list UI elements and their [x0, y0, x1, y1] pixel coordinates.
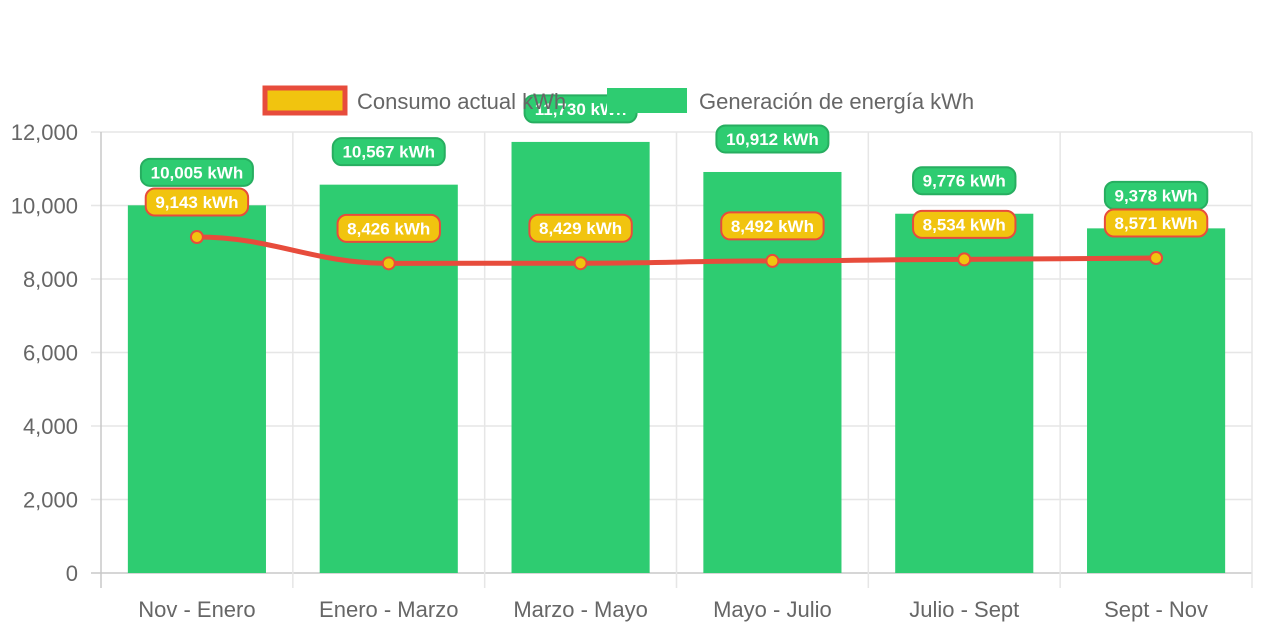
label-consumo: 8,534 kWh [912, 209, 1017, 239]
legend-swatch-generacion [607, 88, 687, 113]
label-generacion: 10,005 kWh [139, 157, 254, 187]
label-generacion-box [331, 137, 446, 167]
point-consumo[interactable] [1149, 251, 1164, 266]
label-generacion-text: 10,567 kWh [342, 143, 435, 162]
label-generacion: 9,776 kWh [912, 166, 1017, 196]
x-tick-label: Enero - Marzo [319, 597, 458, 622]
bar-generacion[interactable] [319, 184, 458, 573]
label-consumo-box [336, 213, 441, 243]
legend-swatch-consumo [262, 85, 348, 116]
label-consumo-box [720, 211, 825, 241]
y-tick-label: 4,000 [23, 414, 78, 439]
y-tick-label: 8,000 [23, 267, 78, 292]
point-consumo[interactable] [189, 229, 204, 244]
label-consumo-box [528, 213, 633, 243]
bar-generacion[interactable] [127, 205, 266, 573]
label-consumo-box [144, 187, 250, 217]
bar-series [127, 141, 1226, 574]
label-consumo-text: 8,492 kWh [731, 217, 814, 236]
label-consumo-text: 8,571 kWh [1115, 214, 1198, 233]
legend-item-consumo[interactable]: Consumo actual kWh [262, 85, 566, 116]
x-tick-label: Julio - Sept [909, 597, 1019, 622]
point-consumo[interactable] [381, 256, 396, 271]
legend-label-generacion: Generación de energía kWh [699, 89, 974, 114]
x-tick-label: Marzo - Mayo [513, 597, 647, 622]
label-consumo: 9,143 kWh [144, 187, 250, 217]
legend[interactable]: Consumo actual kWh Generación de energía… [262, 85, 974, 116]
y-tick-label: 0 [66, 561, 78, 586]
label-generacion-box [912, 166, 1017, 196]
point-consumo[interactable] [957, 252, 972, 267]
label-generacion-text: 10,005 kWh [151, 163, 244, 182]
point-consumo[interactable] [765, 253, 780, 268]
label-consumo-text: 8,426 kWh [347, 219, 430, 238]
y-tick-label: 12,000 [11, 120, 78, 145]
y-tick-label: 6,000 [23, 341, 78, 366]
point-consumo[interactable] [573, 256, 588, 271]
label-generacion: 9,378 kWh [1103, 180, 1209, 210]
line-series [189, 229, 1164, 271]
label-consumo: 8,571 kWh [1103, 208, 1209, 238]
legend-item-generacion[interactable]: Generación de energía kWh [607, 88, 974, 114]
label-consumo-box [1103, 208, 1209, 238]
y-tick-label: 10,000 [11, 194, 78, 219]
label-consumo-text: 8,429 kWh [539, 219, 622, 238]
data-labels: 10,005 kWh 10,567 kWh 11,730 kWh 10,912 kWh… [139, 94, 1209, 243]
label-generacion-text: 9,378 kWh [1115, 186, 1198, 205]
bar-generacion[interactable] [895, 213, 1034, 573]
label-consumo: 8,429 kWh [528, 213, 633, 243]
label-generacion-box [715, 124, 830, 154]
label-generacion-text: 10,912 kWh [726, 130, 819, 149]
y-tick-label: 2,000 [23, 488, 78, 513]
label-consumo-box [912, 209, 1017, 239]
label-consumo: 8,492 kWh [720, 211, 825, 241]
label-consumo-text: 8,534 kWh [923, 215, 1006, 234]
label-generacion: 10,912 kWh [715, 124, 830, 154]
x-tick-label: Sept - Nov [1104, 597, 1208, 622]
line-consumo [196, 234, 1157, 266]
label-generacion-text: 9,776 kWh [923, 172, 1006, 191]
grid: 0 2,000 4,000 6,000 8,000 10,000 12,000 Nov - E… [11, 120, 1253, 622]
legend-label-consumo: Consumo actual kWh [357, 89, 566, 114]
bar-generacion[interactable] [511, 141, 650, 574]
x-tick-label: Mayo - Julio [713, 597, 832, 622]
label-consumo-text: 9,143 kWh [155, 193, 238, 212]
label-consumo: 8,426 kWh [336, 213, 441, 243]
x-tick-label: Nov - Enero [138, 597, 255, 622]
label-generacion-box [139, 157, 254, 187]
label-generacion: 10,567 kWh [331, 137, 446, 167]
label-generacion-text: 11,730 kWh [535, 100, 627, 119]
bar-generacion[interactable] [1087, 228, 1226, 573]
